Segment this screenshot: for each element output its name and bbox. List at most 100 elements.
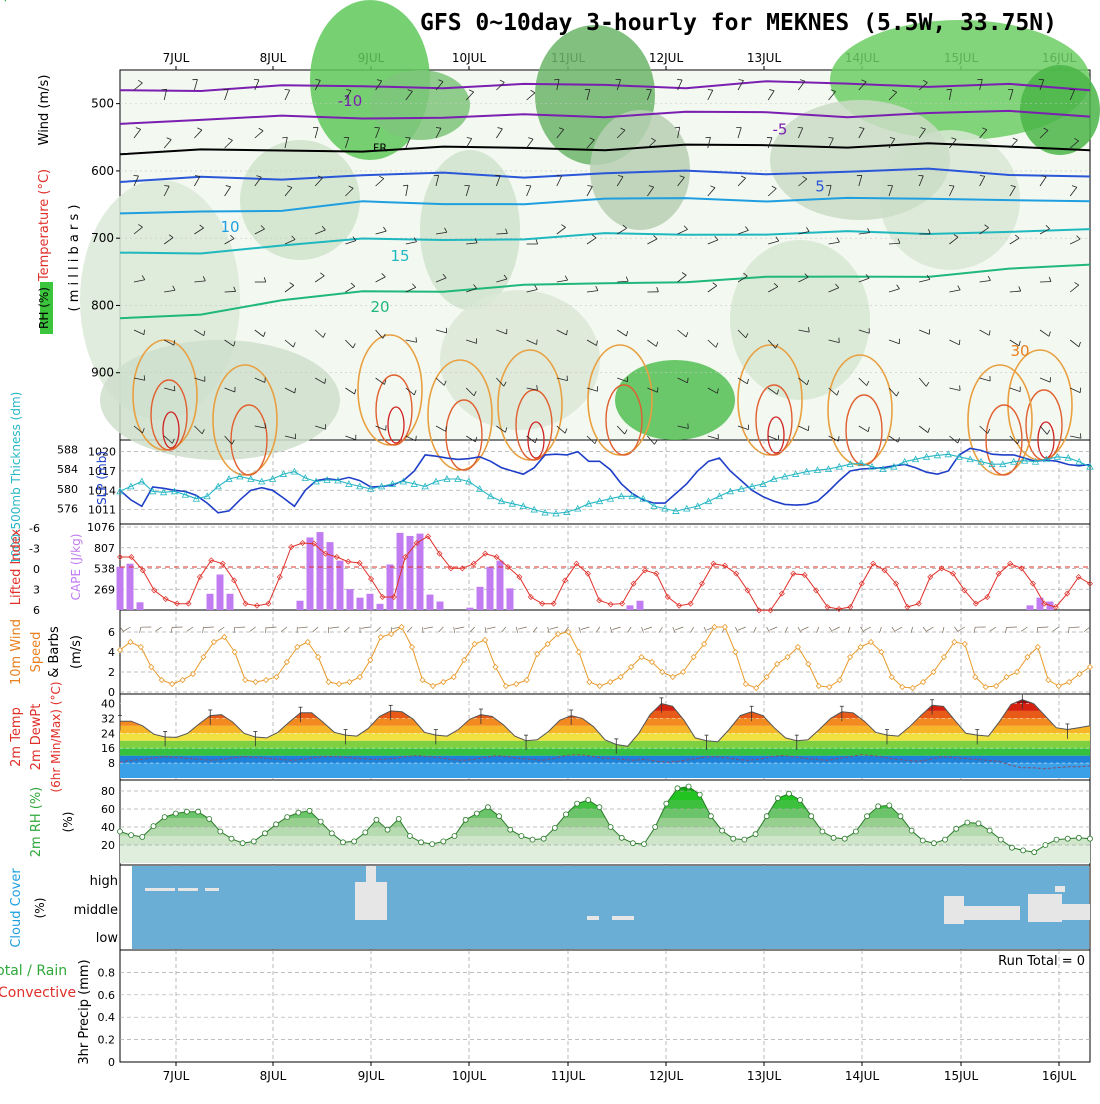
wind10m-barb (895, 627, 902, 631)
cape-bar (407, 536, 414, 610)
date-label-bottom: 13JUL (747, 1069, 782, 1083)
wind10m-barb (880, 627, 882, 633)
temp-band (120, 711, 1090, 718)
cloud-block (1055, 886, 1065, 892)
ylabel-wind: Wind (m/s) (37, 75, 52, 146)
wind10m-barb (235, 627, 245, 628)
rh-marker (853, 829, 858, 834)
wind10m-marker (326, 680, 331, 685)
wind10m-barb (455, 627, 464, 629)
rh-marker (764, 814, 769, 819)
ylabel-rh-units: (%) (61, 812, 75, 833)
wind10m-barb (923, 627, 927, 632)
temp-tick-label: 24 (101, 727, 115, 740)
cape-bar (487, 567, 494, 610)
cape-bar (377, 604, 384, 610)
wind10m-barb (120, 627, 124, 632)
rh-marker (708, 814, 713, 819)
rh-marker (931, 841, 936, 846)
wind10m-barb (329, 627, 339, 628)
date-label-top: 7JUL (163, 51, 190, 65)
wind10m-barb (361, 627, 370, 628)
rh-marker (608, 825, 613, 830)
temp-band (120, 718, 1090, 725)
date-label-bottom: 10JUL (452, 1069, 487, 1083)
rh-band (120, 845, 1090, 863)
wind10m-barb (754, 627, 757, 633)
cape-bar (437, 602, 444, 610)
pressure-tick-label: 800 (91, 298, 114, 312)
rh-shading (1020, 65, 1100, 155)
cape-bar (297, 601, 304, 610)
wind10m-barb (832, 627, 839, 631)
wind10m-barb (738, 627, 746, 630)
rh-marker (786, 791, 791, 796)
wind10m-barb (990, 627, 996, 631)
cape-tick-label: 538 (94, 563, 115, 576)
rh-marker (196, 809, 201, 814)
cloud-block (612, 916, 634, 920)
rh-marker (218, 829, 223, 834)
cloud-block (1062, 904, 1090, 920)
cloud-block (587, 916, 599, 920)
rh-marker (753, 832, 758, 837)
isotherm-label: 15 (390, 247, 409, 265)
wind10m-barb (344, 627, 349, 632)
temp-tick-label: 32 (101, 712, 115, 725)
rh-marker (229, 836, 234, 841)
rh-marker (363, 830, 368, 835)
rh-marker (575, 801, 580, 806)
pressure-tick-label: 600 (91, 164, 114, 178)
date-label-top: 12JUL (649, 51, 684, 65)
ylabel-slp: SLP (mb) (95, 451, 109, 505)
rh-marker (943, 837, 948, 842)
li-tick-label: 3 (33, 584, 40, 597)
cape-bar (307, 537, 314, 610)
rh-marker (965, 820, 970, 825)
isotherm-label: 5 (815, 178, 825, 196)
isotherm-label: -10 (338, 92, 363, 110)
cape-bar (337, 561, 344, 610)
cape-bar (397, 533, 404, 610)
wind10m-barb (518, 627, 527, 629)
rh-marker (129, 833, 134, 838)
wind10m-barb (958, 627, 965, 631)
rh-marker (441, 839, 446, 844)
wind10m-barb (439, 627, 444, 632)
wind10m-barb (203, 627, 204, 633)
rh-marker (1054, 837, 1059, 842)
cape-tick-label: 269 (94, 583, 115, 596)
rh-shading (100, 340, 340, 460)
date-label-bottom: 11JUL (551, 1069, 586, 1083)
cape-bar (497, 561, 504, 610)
chart-title: GFS 0~10day 3-hourly for MEKNES (5.5W, 3… (420, 10, 1057, 36)
wind-barb-flag (144, 330, 145, 335)
wind10m-marker (806, 662, 811, 667)
wind10m-barb (675, 627, 683, 630)
rh-marker (563, 812, 568, 817)
wind10m-barb (407, 627, 412, 632)
cape-bar (507, 588, 514, 610)
panel-frame-precip (120, 950, 1090, 1062)
rh-marker (463, 817, 468, 822)
rh-marker (1088, 836, 1093, 841)
li-tick-label: -3 (29, 543, 40, 556)
wind10m-barb (864, 627, 871, 631)
rh-marker (285, 815, 290, 820)
ylabel-speed: Speed (29, 632, 44, 673)
rh-marker (374, 817, 379, 822)
wind10m-marker (733, 650, 738, 655)
wind10m-marker (566, 630, 571, 635)
wind10m-marker (420, 678, 425, 683)
cloud-block (375, 882, 387, 920)
rh-marker (184, 809, 189, 814)
isotherm-label: 10 (220, 218, 239, 236)
wind10m-marker (337, 682, 342, 687)
rh-marker (865, 814, 870, 819)
wind10m-barb (298, 627, 308, 628)
wind-barb-flag (808, 426, 809, 431)
rh-marker (352, 839, 357, 844)
wind-barb-flag (949, 185, 954, 186)
wind-barb-flag (654, 440, 657, 444)
rh-marker (1043, 843, 1048, 848)
